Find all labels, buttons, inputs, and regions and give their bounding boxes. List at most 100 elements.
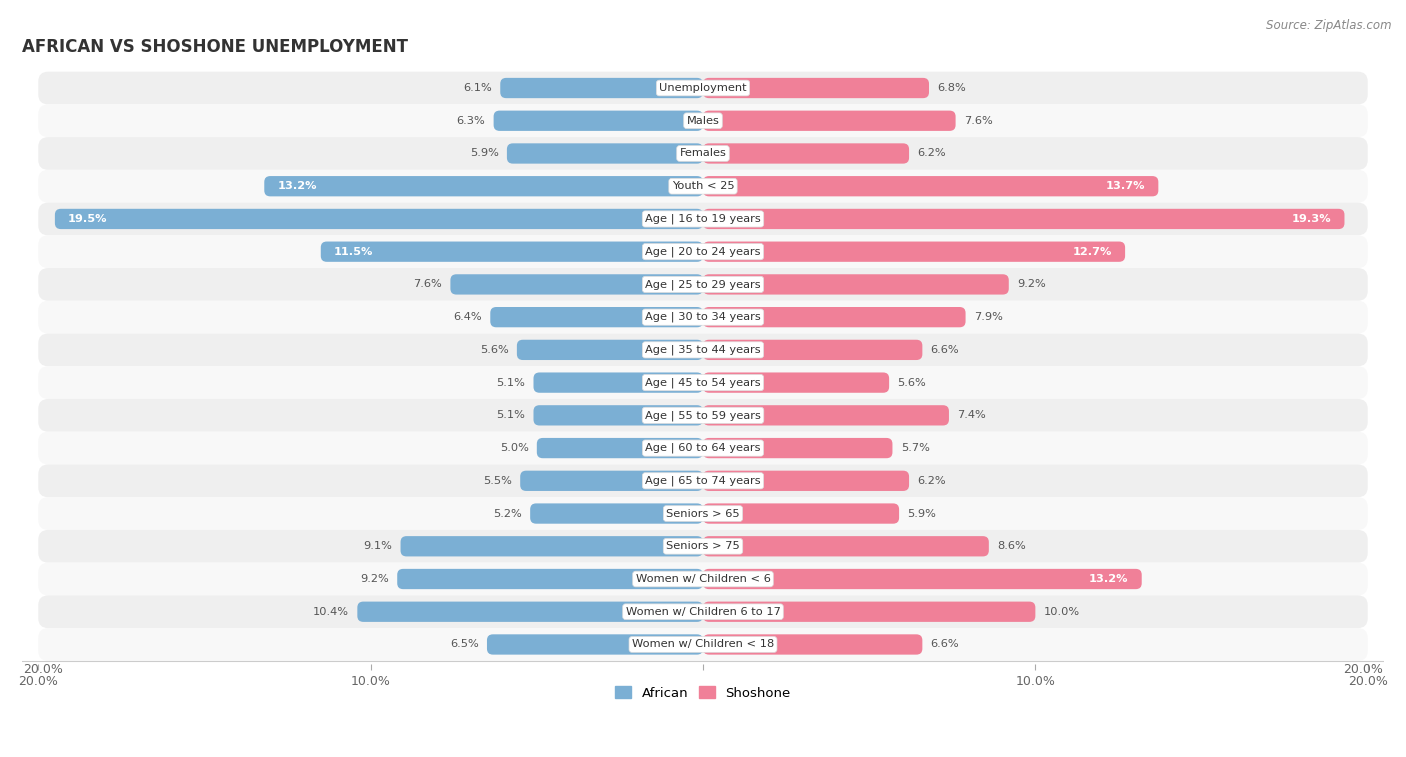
FancyBboxPatch shape [703, 372, 889, 393]
Text: 11.5%: 11.5% [335, 247, 374, 257]
FancyBboxPatch shape [517, 340, 703, 360]
Text: Males: Males [686, 116, 720, 126]
Text: Age | 35 to 44 years: Age | 35 to 44 years [645, 344, 761, 355]
FancyBboxPatch shape [321, 241, 703, 262]
FancyBboxPatch shape [533, 372, 703, 393]
FancyBboxPatch shape [703, 536, 988, 556]
Text: 12.7%: 12.7% [1073, 247, 1112, 257]
FancyBboxPatch shape [703, 503, 898, 524]
FancyBboxPatch shape [38, 72, 1368, 104]
Text: 7.9%: 7.9% [974, 312, 1002, 322]
FancyBboxPatch shape [38, 203, 1368, 235]
Text: 5.1%: 5.1% [496, 410, 526, 420]
Text: 5.1%: 5.1% [496, 378, 526, 388]
Text: 5.2%: 5.2% [494, 509, 522, 519]
FancyBboxPatch shape [703, 471, 910, 491]
Text: AFRICAN VS SHOSHONE UNEMPLOYMENT: AFRICAN VS SHOSHONE UNEMPLOYMENT [21, 38, 408, 56]
Text: 10.0%: 10.0% [1043, 607, 1080, 617]
FancyBboxPatch shape [38, 465, 1368, 497]
FancyBboxPatch shape [38, 334, 1368, 366]
Text: 6.8%: 6.8% [938, 83, 966, 93]
Text: 13.7%: 13.7% [1105, 181, 1144, 192]
FancyBboxPatch shape [38, 530, 1368, 562]
FancyBboxPatch shape [530, 503, 703, 524]
Text: Women w/ Children 6 to 17: Women w/ Children 6 to 17 [626, 607, 780, 617]
Text: 6.5%: 6.5% [450, 640, 478, 650]
FancyBboxPatch shape [38, 268, 1368, 301]
FancyBboxPatch shape [357, 602, 703, 622]
Text: Unemployment: Unemployment [659, 83, 747, 93]
FancyBboxPatch shape [703, 241, 1125, 262]
Text: 5.6%: 5.6% [897, 378, 927, 388]
FancyBboxPatch shape [38, 137, 1368, 170]
Text: 5.5%: 5.5% [484, 476, 512, 486]
Text: 6.1%: 6.1% [463, 83, 492, 93]
Text: Youth < 25: Youth < 25 [672, 181, 734, 192]
FancyBboxPatch shape [38, 628, 1368, 661]
Text: 13.2%: 13.2% [277, 181, 318, 192]
Text: Women w/ Children < 6: Women w/ Children < 6 [636, 574, 770, 584]
FancyBboxPatch shape [38, 170, 1368, 203]
FancyBboxPatch shape [38, 595, 1368, 628]
FancyBboxPatch shape [703, 78, 929, 98]
FancyBboxPatch shape [703, 634, 922, 655]
Text: 9.1%: 9.1% [363, 541, 392, 551]
FancyBboxPatch shape [264, 176, 703, 196]
Text: Age | 45 to 54 years: Age | 45 to 54 years [645, 377, 761, 388]
Text: Seniors > 75: Seniors > 75 [666, 541, 740, 551]
Text: 5.7%: 5.7% [901, 443, 929, 453]
Text: 5.9%: 5.9% [470, 148, 499, 158]
Text: Age | 30 to 34 years: Age | 30 to 34 years [645, 312, 761, 322]
FancyBboxPatch shape [537, 438, 703, 458]
FancyBboxPatch shape [703, 111, 956, 131]
Text: Females: Females [679, 148, 727, 158]
FancyBboxPatch shape [494, 111, 703, 131]
FancyBboxPatch shape [703, 438, 893, 458]
FancyBboxPatch shape [398, 569, 703, 589]
Text: Age | 16 to 19 years: Age | 16 to 19 years [645, 213, 761, 224]
Text: 10.4%: 10.4% [314, 607, 349, 617]
Text: 9.2%: 9.2% [1017, 279, 1046, 289]
FancyBboxPatch shape [703, 143, 910, 164]
Legend: African, Shoshone: African, Shoshone [610, 681, 796, 706]
FancyBboxPatch shape [703, 274, 1008, 294]
Text: 20.0%: 20.0% [24, 663, 63, 677]
Text: 6.3%: 6.3% [457, 116, 485, 126]
FancyBboxPatch shape [486, 634, 703, 655]
Text: Age | 55 to 59 years: Age | 55 to 59 years [645, 410, 761, 421]
FancyBboxPatch shape [55, 209, 703, 229]
FancyBboxPatch shape [703, 405, 949, 425]
Text: Age | 25 to 29 years: Age | 25 to 29 years [645, 279, 761, 290]
FancyBboxPatch shape [703, 569, 1142, 589]
Text: 6.2%: 6.2% [917, 148, 946, 158]
FancyBboxPatch shape [703, 209, 1344, 229]
FancyBboxPatch shape [501, 78, 703, 98]
FancyBboxPatch shape [533, 405, 703, 425]
FancyBboxPatch shape [703, 176, 1159, 196]
Text: Seniors > 65: Seniors > 65 [666, 509, 740, 519]
FancyBboxPatch shape [703, 602, 1035, 622]
Text: 5.9%: 5.9% [907, 509, 936, 519]
Text: 6.2%: 6.2% [917, 476, 946, 486]
Text: 7.6%: 7.6% [413, 279, 441, 289]
FancyBboxPatch shape [38, 366, 1368, 399]
FancyBboxPatch shape [508, 143, 703, 164]
Text: Source: ZipAtlas.com: Source: ZipAtlas.com [1267, 19, 1392, 32]
FancyBboxPatch shape [491, 307, 703, 327]
FancyBboxPatch shape [450, 274, 703, 294]
Text: 7.4%: 7.4% [957, 410, 986, 420]
FancyBboxPatch shape [38, 562, 1368, 595]
Text: Age | 65 to 74 years: Age | 65 to 74 years [645, 475, 761, 486]
FancyBboxPatch shape [38, 431, 1368, 465]
Text: Age | 20 to 24 years: Age | 20 to 24 years [645, 247, 761, 257]
Text: 19.5%: 19.5% [67, 214, 108, 224]
FancyBboxPatch shape [38, 301, 1368, 334]
Text: 8.6%: 8.6% [997, 541, 1026, 551]
Text: 6.4%: 6.4% [453, 312, 482, 322]
Text: 7.6%: 7.6% [965, 116, 993, 126]
FancyBboxPatch shape [520, 471, 703, 491]
Text: 13.2%: 13.2% [1088, 574, 1129, 584]
FancyBboxPatch shape [38, 104, 1368, 137]
Text: Age | 60 to 64 years: Age | 60 to 64 years [645, 443, 761, 453]
Text: Women w/ Children < 18: Women w/ Children < 18 [631, 640, 775, 650]
